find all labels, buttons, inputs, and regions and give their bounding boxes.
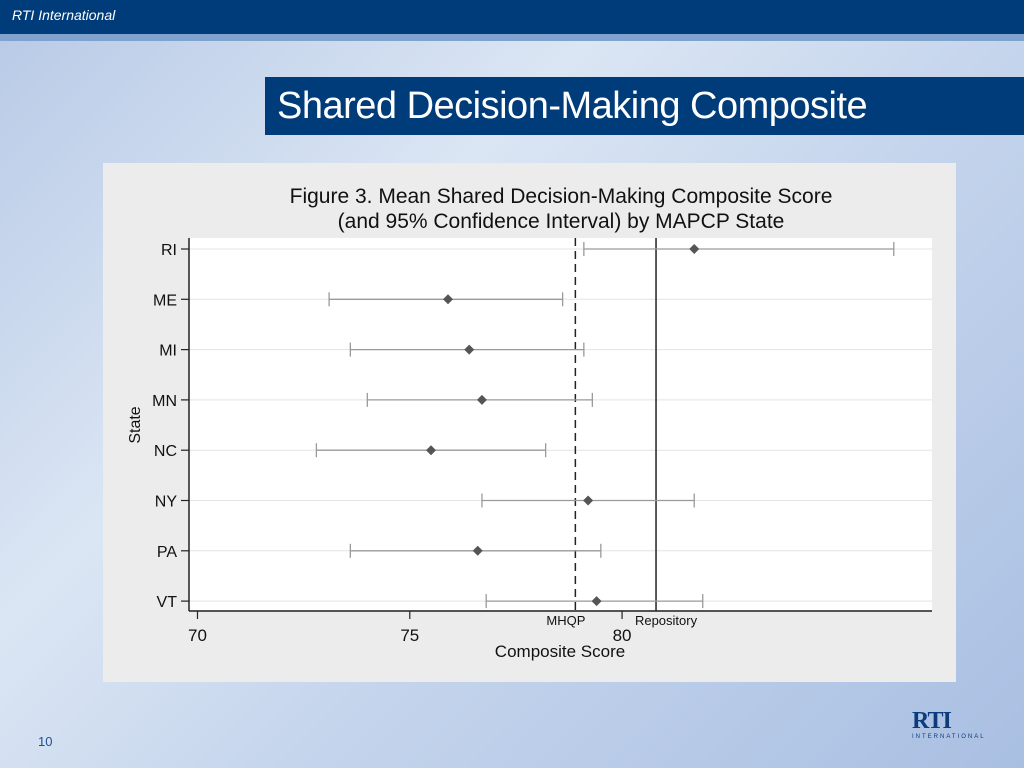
mean-marker-MN: [476, 394, 487, 405]
chart-subtitle: (and 95% Confidence Interval) by MAPCP S…: [338, 210, 785, 233]
mean-marker-NC: [426, 445, 437, 456]
x-tick-label-75: 75: [400, 626, 419, 645]
y-axis-label: State: [127, 406, 144, 443]
plot-area: [189, 238, 932, 610]
mean-marker-RI: [689, 244, 700, 254]
mean-marker-PA: [472, 545, 483, 556]
mean-marker-VT: [591, 596, 602, 607]
mean-marker-NY: [583, 495, 594, 506]
mean-marker-MI: [464, 344, 475, 355]
y-tick-label-PA: PA: [157, 544, 177, 561]
figure-panel: Figure 3. Mean Shared Decision-Making Co…: [103, 163, 956, 682]
y-tick-label-NY: NY: [155, 494, 178, 511]
y-tick-label-NC: NC: [154, 443, 177, 460]
x-tick-label-70: 70: [188, 626, 207, 645]
chart-title: Figure 3. Mean Shared Decision-Making Co…: [290, 185, 833, 208]
x-tick-label-80: 80: [613, 626, 632, 645]
org-name: RTI International: [12, 7, 116, 23]
logo-main: RTI: [912, 708, 952, 734]
y-tick-label-MN: MN: [152, 393, 177, 410]
header-bar: RTI International: [0, 0, 1024, 34]
page-number: 10: [38, 734, 53, 749]
header-strip: [0, 34, 1024, 41]
title-box: Shared Decision-Making Composite: [265, 77, 1024, 135]
slide-title: Shared Decision-Making Composite: [277, 85, 868, 127]
mean-marker-ME: [442, 294, 453, 305]
y-tick-label-ME: ME: [153, 292, 177, 309]
x-axis-label: Composite Score: [495, 642, 625, 661]
y-tick-label-MI: MI: [159, 343, 177, 360]
y-tick-label-RI: RI: [161, 242, 177, 259]
chart: Figure 3. Mean Shared Decision-Making Co…: [127, 185, 932, 661]
rti-logo: RTI INTERNATIONAL: [912, 708, 992, 744]
y-tick-label-VT: VT: [157, 594, 178, 611]
logo-sub: INTERNATIONAL: [912, 734, 986, 740]
reference-label-repository: Repository: [635, 613, 698, 628]
reference-label-mhqp: MHQP: [546, 613, 585, 628]
